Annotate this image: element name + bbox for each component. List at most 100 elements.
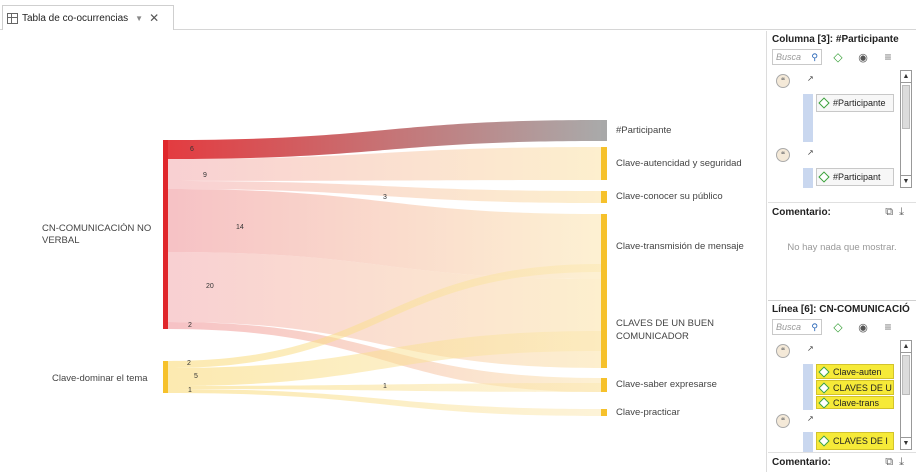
line-search-input[interactable]: Busca ⚲ <box>772 319 822 335</box>
list-item[interactable]: ❝ ↗ Clave-auten CLAVES DE U Clave-trans <box>772 344 896 410</box>
menu-icon[interactable]: ≡ <box>884 50 892 64</box>
arrow-icon: ↗ <box>807 148 814 157</box>
flow-band[interactable] <box>168 264 601 368</box>
left-node-bar[interactable] <box>163 361 168 393</box>
scroll-down-icon[interactable]: ▼ <box>901 437 911 449</box>
right-node-bar[interactable] <box>601 147 607 180</box>
right-node-label: Clave-autencidad y seguridad <box>616 157 742 169</box>
code-chip[interactable]: CLAVES DE I <box>816 432 894 450</box>
code-chip[interactable]: CLAVES DE U <box>816 380 894 395</box>
quotation-icon: ❝ <box>776 344 790 358</box>
tab-close-icon[interactable]: ✕ <box>149 11 160 25</box>
code-icon <box>818 97 830 109</box>
arrow-icon: ↗ <box>807 344 814 353</box>
arrow-icon: ↗ <box>807 74 814 83</box>
right-node-bar[interactable] <box>601 214 607 279</box>
line-toolbar: Busca ⚲ ◇ ◉ ≡ <box>768 318 916 336</box>
right-panel: Columna [3]: #Participante Busca ⚲ ◇ ◉ ≡… <box>768 31 916 472</box>
scroll-thumb[interactable] <box>902 355 910 395</box>
right-node-label-text: Clave-practicar <box>616 406 680 418</box>
flow-band[interactable] <box>168 383 601 392</box>
code-chip-label: Clave-trans <box>833 397 880 408</box>
flow-band[interactable] <box>168 147 601 181</box>
code-chip[interactable]: Clave-auten <box>816 364 894 379</box>
left-node-label-text: Clave-dominar el tema <box>52 373 148 384</box>
right-node-label: #Participante <box>616 124 672 136</box>
tab-bar: Tabla de co-ocurrencias ▼ ✕ <box>0 0 916 30</box>
right-node-label-text: Clave-autencidad y seguridad <box>616 157 742 169</box>
code-chip-label: CLAVES DE U <box>833 382 892 393</box>
right-node-label-text: #Participante <box>616 124 672 136</box>
scroll-down-icon[interactable]: ▼ <box>901 175 911 187</box>
list-item[interactable]: ❝ ↗ CLAVES DE I <box>772 414 896 452</box>
tab-cooccurrence-table[interactable]: Tabla de co-ocurrencias ▼ ✕ <box>2 5 174 30</box>
comment-actions: ⧉⤓ <box>885 456 910 469</box>
flow-band[interactable] <box>168 189 601 279</box>
list-item[interactable]: ❝ ↗ #Participant <box>772 148 896 188</box>
code-chip[interactable]: #Participant <box>816 168 894 186</box>
scroll-thumb[interactable] <box>902 85 910 129</box>
code-chip[interactable]: #Participante <box>816 94 894 112</box>
code-chip-label: #Participant <box>833 172 881 182</box>
code-diamond-icon[interactable]: ◇ <box>833 50 843 64</box>
flow-value-label: 2 <box>188 322 192 329</box>
right-node-label: Clave-conocer su público <box>616 191 723 202</box>
flow-band[interactable] <box>168 181 601 203</box>
code-icon <box>818 435 830 447</box>
right-node-bar[interactable] <box>601 191 607 203</box>
comment-label: Comentario: <box>772 207 831 218</box>
table-icon <box>7 12 18 24</box>
left-node-bar[interactable] <box>163 140 168 329</box>
export-icon[interactable]: ⤓ <box>899 456 910 468</box>
right-node-bar[interactable] <box>601 279 607 368</box>
left-node-label: Clave-dominar el tema <box>52 373 148 384</box>
line-scrollbar[interactable]: ▲ ▼ <box>900 340 912 450</box>
eye-icon[interactable]: ◉ <box>858 51 868 64</box>
column-search-input[interactable]: Busca ⚲ <box>772 49 822 65</box>
tab-title: Tabla de co-ocurrencias <box>22 12 129 24</box>
flow-band[interactable] <box>168 331 601 386</box>
search-placeholder: Busca <box>776 322 802 332</box>
search-icon[interactable]: ⚲ <box>811 321 818 332</box>
line-comment-row: Comentario: ⧉⤓ <box>768 452 916 472</box>
flow-value-label: 1 <box>383 383 387 390</box>
right-node-label-text: Clave-transmisión de mensaje <box>616 240 744 252</box>
list-item[interactable]: ❝ ↗ #Participante <box>772 74 896 142</box>
code-chip-label: Clave-auten <box>833 366 882 377</box>
right-node-label: Clave-saber expresarse <box>616 379 717 390</box>
column-scrollbar[interactable]: ▲ ▼ <box>900 70 912 188</box>
scroll-up-icon[interactable]: ▲ <box>901 341 911 353</box>
scroll-up-icon[interactable]: ▲ <box>901 71 911 83</box>
column-toolbar: Busca ⚲ ◇ ◉ ≡ <box>768 48 916 66</box>
quotation-icon: ❝ <box>776 414 790 428</box>
flow-band[interactable] <box>168 120 601 159</box>
quotation-icon: ❝ <box>776 148 790 162</box>
eye-icon[interactable]: ◉ <box>858 321 868 334</box>
selection-bar <box>803 432 813 452</box>
right-node-label-text: Clave-saber expresarse <box>616 379 717 390</box>
column-list: ❝ ↗ #Participante ❝ ↗ #Participant ▲ ▼ <box>772 70 912 202</box>
line-panel-header: Línea [6]: CN-COMUNICACIÓ <box>772 304 910 315</box>
flow-band[interactable] <box>168 389 601 416</box>
code-diamond-icon[interactable]: ◇ <box>833 320 843 334</box>
right-node-bar[interactable] <box>601 120 607 141</box>
menu-icon[interactable]: ≡ <box>884 320 892 334</box>
export-icon[interactable]: ⤓ <box>899 206 910 218</box>
edit-icon[interactable]: ⧉ <box>885 456 900 468</box>
tab-dropdown-icon[interactable]: ▼ <box>135 13 144 23</box>
column-panel-header: Columna [3]: #Participante <box>772 34 899 45</box>
code-chip[interactable]: Clave-trans <box>816 396 894 409</box>
code-icon <box>818 397 830 408</box>
flow-value-label: 5 <box>194 373 198 380</box>
code-icon <box>818 171 830 183</box>
edit-icon[interactable]: ⧉ <box>885 206 900 218</box>
comment-label: Comentario: <box>772 457 831 468</box>
right-node-label: Clave-practicar <box>616 406 680 418</box>
left-node-label-text: CN-COMUNICACIÓN NO VERBAL <box>42 223 152 246</box>
quotation-icon: ❝ <box>776 74 790 88</box>
flow-value-label: 14 <box>236 224 244 231</box>
search-icon[interactable]: ⚲ <box>811 51 818 62</box>
right-node-bar[interactable] <box>601 409 607 416</box>
sankey-diagram: 6 9 3 14 20 2 2 5 1 1 CN-COMUNICACIÓN NO VERBAL Cla… <box>0 31 767 472</box>
right-node-bar[interactable] <box>601 378 607 392</box>
